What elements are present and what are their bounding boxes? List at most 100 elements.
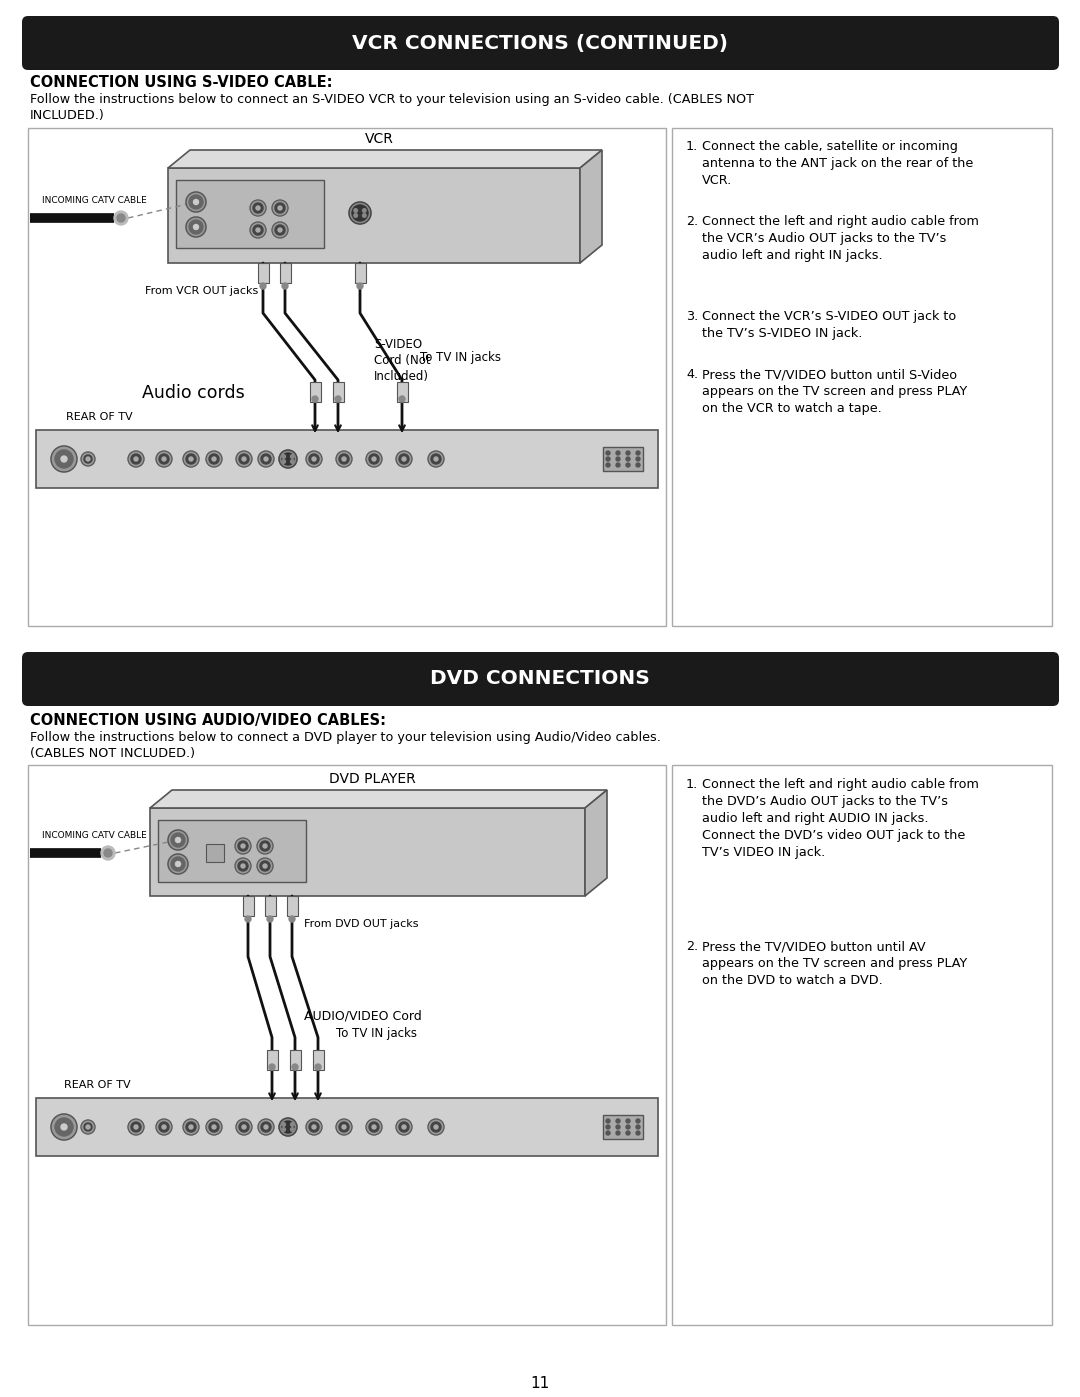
Circle shape [272, 222, 288, 237]
Circle shape [183, 451, 199, 467]
Polygon shape [168, 149, 602, 168]
Circle shape [626, 1125, 630, 1129]
Circle shape [282, 284, 288, 289]
Circle shape [369, 1122, 379, 1132]
Circle shape [239, 1122, 249, 1132]
Circle shape [292, 1065, 298, 1070]
Circle shape [264, 1125, 268, 1129]
Circle shape [175, 837, 180, 842]
Circle shape [249, 200, 266, 217]
Circle shape [282, 460, 285, 464]
Circle shape [189, 1125, 193, 1129]
Circle shape [282, 1127, 285, 1132]
Circle shape [349, 203, 372, 224]
Circle shape [616, 1132, 620, 1134]
Circle shape [84, 455, 92, 462]
Circle shape [117, 214, 125, 222]
Bar [333, 381, 343, 402]
Circle shape [134, 457, 138, 461]
Circle shape [193, 200, 199, 204]
Circle shape [278, 205, 282, 210]
Text: VCR: VCR [365, 131, 393, 147]
Text: To TV IN jacks: To TV IN jacks [420, 352, 501, 365]
Circle shape [399, 395, 405, 402]
Text: (CABLES NOT INCLUDED.): (CABLES NOT INCLUDED.) [30, 747, 195, 760]
Bar [36, 430, 658, 488]
Circle shape [261, 454, 271, 464]
Circle shape [253, 203, 264, 212]
Circle shape [257, 858, 273, 875]
Circle shape [606, 1132, 610, 1134]
Circle shape [235, 838, 251, 854]
Text: REAR OF TV: REAR OF TV [64, 1080, 131, 1090]
Bar [243, 895, 254, 916]
Bar [176, 180, 324, 249]
Circle shape [306, 451, 322, 467]
Circle shape [245, 916, 251, 922]
Circle shape [159, 454, 168, 464]
Circle shape [363, 208, 366, 212]
Text: Audio cords: Audio cords [143, 384, 245, 402]
Bar [310, 381, 321, 402]
Circle shape [206, 1119, 222, 1134]
Circle shape [253, 225, 264, 235]
Circle shape [129, 451, 144, 467]
Circle shape [606, 1119, 610, 1123]
Circle shape [86, 457, 90, 461]
Circle shape [626, 462, 630, 467]
Bar [150, 807, 585, 895]
Circle shape [258, 1119, 274, 1134]
Text: 11: 11 [530, 1376, 550, 1390]
Circle shape [183, 1119, 199, 1134]
Bar [280, 263, 291, 284]
Circle shape [399, 454, 409, 464]
Circle shape [104, 849, 112, 856]
Circle shape [342, 457, 346, 461]
Circle shape [431, 1122, 441, 1132]
Circle shape [267, 916, 273, 922]
Polygon shape [580, 149, 602, 263]
Circle shape [129, 1119, 144, 1134]
Text: 1.: 1. [686, 778, 699, 791]
Circle shape [282, 453, 294, 465]
Circle shape [336, 1119, 352, 1134]
Circle shape [616, 462, 620, 467]
Circle shape [309, 454, 319, 464]
Bar [267, 1051, 278, 1070]
Circle shape [235, 858, 251, 875]
Circle shape [260, 284, 266, 289]
Circle shape [354, 208, 357, 212]
Circle shape [616, 1125, 620, 1129]
Circle shape [428, 1119, 444, 1134]
Bar [354, 263, 365, 284]
Bar [28, 129, 666, 626]
Text: INCLUDED.): INCLUDED.) [30, 109, 105, 122]
Circle shape [626, 1119, 630, 1123]
Circle shape [312, 395, 318, 402]
Circle shape [159, 1122, 168, 1132]
Circle shape [162, 457, 166, 461]
Circle shape [291, 1127, 294, 1132]
Text: 1.: 1. [686, 140, 699, 154]
Bar [672, 766, 1052, 1324]
Circle shape [241, 863, 245, 868]
Circle shape [366, 451, 382, 467]
Circle shape [606, 1125, 610, 1129]
Text: S-VIDEO
Cord (Not
Included): S-VIDEO Cord (Not Included) [374, 338, 431, 383]
Circle shape [636, 451, 640, 455]
Circle shape [238, 841, 248, 851]
Circle shape [168, 854, 188, 875]
Circle shape [279, 450, 297, 468]
Circle shape [278, 228, 282, 232]
Circle shape [282, 1120, 294, 1133]
Circle shape [175, 862, 180, 866]
Bar [265, 895, 275, 916]
Circle shape [636, 1119, 640, 1123]
Circle shape [335, 395, 341, 402]
Circle shape [336, 451, 352, 467]
Text: Connect the left and right audio cable from
the DVD’s Audio OUT jacks to the TV’: Connect the left and right audio cable f… [702, 778, 978, 859]
Circle shape [256, 205, 260, 210]
Circle shape [189, 196, 203, 210]
Circle shape [282, 1123, 285, 1126]
Circle shape [260, 861, 270, 870]
